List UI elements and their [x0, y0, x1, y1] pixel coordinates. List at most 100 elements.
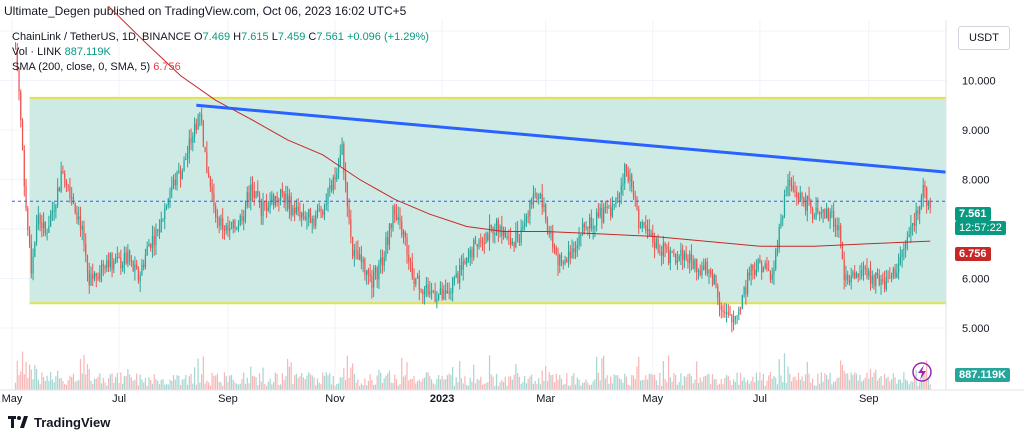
volume-bar — [487, 382, 489, 390]
candle-body — [745, 287, 747, 294]
candle-body — [129, 250, 131, 261]
volume-bar — [327, 375, 329, 390]
candle-body — [471, 249, 473, 258]
volume-bar — [330, 384, 333, 390]
candle-body — [83, 225, 85, 245]
legend-sma[interactable]: SMA (200, close, 0, SMA, 5) 6.756 — [12, 61, 181, 73]
volume-bar — [88, 369, 90, 390]
volume-bar — [216, 373, 219, 390]
candle-body — [371, 276, 373, 288]
candle-body — [192, 136, 194, 143]
lightning-icon[interactable] — [912, 362, 932, 382]
volume-bar — [116, 372, 118, 390]
candle-body — [253, 191, 255, 198]
candle-body — [438, 294, 440, 300]
candle-body — [360, 254, 362, 263]
candle-body — [520, 228, 522, 243]
candle-body — [769, 270, 772, 280]
volume-bar — [167, 384, 169, 390]
candle-body — [480, 240, 482, 242]
volume-bar — [502, 381, 505, 390]
volume-bar — [574, 384, 577, 390]
candle-body — [434, 292, 436, 302]
volume-bar — [659, 372, 661, 390]
candle-body — [385, 237, 387, 258]
candle-body — [627, 171, 629, 182]
candle-body — [48, 226, 50, 233]
volume-bar — [604, 378, 607, 390]
volume-bar — [524, 375, 526, 390]
candle-body — [573, 248, 575, 253]
candle-body — [750, 264, 752, 276]
volume-bar — [204, 383, 206, 390]
candle-body — [353, 250, 355, 257]
volume-bar — [362, 385, 364, 390]
countdown-badge: 12:57:22 — [955, 221, 1006, 235]
candle-body — [559, 255, 561, 266]
candle-body — [223, 228, 226, 231]
footer-brand[interactable]: TradingView — [8, 412, 110, 432]
candle-body — [882, 279, 884, 281]
volume-bar — [351, 363, 354, 390]
volume-bar — [374, 384, 377, 390]
x-tick-label: Jul — [112, 393, 126, 405]
candle-body — [883, 280, 886, 290]
candle-body — [704, 261, 707, 270]
candle-body — [174, 179, 176, 186]
candle-body — [929, 200, 931, 208]
volume-bar — [887, 376, 889, 390]
candle-body — [862, 267, 865, 270]
candle-body — [37, 215, 39, 226]
candle-body — [676, 260, 679, 263]
candle-body — [339, 154, 341, 166]
volume-bar — [762, 373, 765, 390]
volume-bar — [571, 375, 573, 390]
volume-bar — [578, 379, 580, 390]
candle-body — [28, 229, 31, 245]
volume-bar — [794, 376, 796, 390]
candle-body — [257, 191, 259, 195]
candle-body — [806, 195, 808, 211]
descending-trendline[interactable] — [196, 103, 947, 174]
volume-bar — [929, 384, 931, 390]
candle-body — [213, 193, 215, 207]
candle-body — [748, 272, 750, 276]
close-value: 7.561 — [316, 31, 344, 43]
currency-button[interactable]: USDT — [958, 26, 1010, 50]
candle-body — [799, 192, 801, 201]
sma-line[interactable] — [108, 5, 931, 247]
candle-body — [23, 150, 25, 187]
candle-body — [294, 207, 296, 214]
candle-body — [861, 269, 863, 276]
candle-body — [667, 249, 670, 264]
volume-bar — [478, 380, 480, 390]
volume-bar — [69, 375, 71, 390]
volume-bar — [754, 382, 756, 390]
volume-bar — [452, 367, 454, 390]
volume-bar — [408, 380, 410, 390]
candle-body — [768, 269, 770, 271]
candle-body — [638, 209, 640, 229]
volume-bar — [432, 383, 434, 390]
candle-body — [260, 200, 262, 217]
candle-body — [538, 197, 540, 199]
volume-bar — [344, 379, 347, 390]
volume-bar — [134, 379, 136, 390]
volume-bar — [675, 375, 677, 390]
candle-body — [334, 177, 336, 180]
candle-body — [76, 212, 78, 220]
candle-body — [237, 225, 240, 229]
volume-bar — [597, 372, 599, 390]
volume-bar — [113, 382, 115, 390]
legend-volume[interactable]: Vol · LINK 887.119K — [12, 46, 111, 58]
candle-body — [476, 244, 478, 247]
volume-bar — [769, 372, 772, 390]
candle-body — [815, 207, 817, 219]
volume-bar — [689, 373, 691, 390]
volume-bar — [14, 382, 17, 390]
volume-bar — [325, 372, 327, 390]
candle-body — [634, 196, 636, 198]
symbol-title[interactable]: ChainLink / TetherUS, 1D, BINANCE — [12, 31, 191, 43]
candle-body — [397, 217, 399, 220]
